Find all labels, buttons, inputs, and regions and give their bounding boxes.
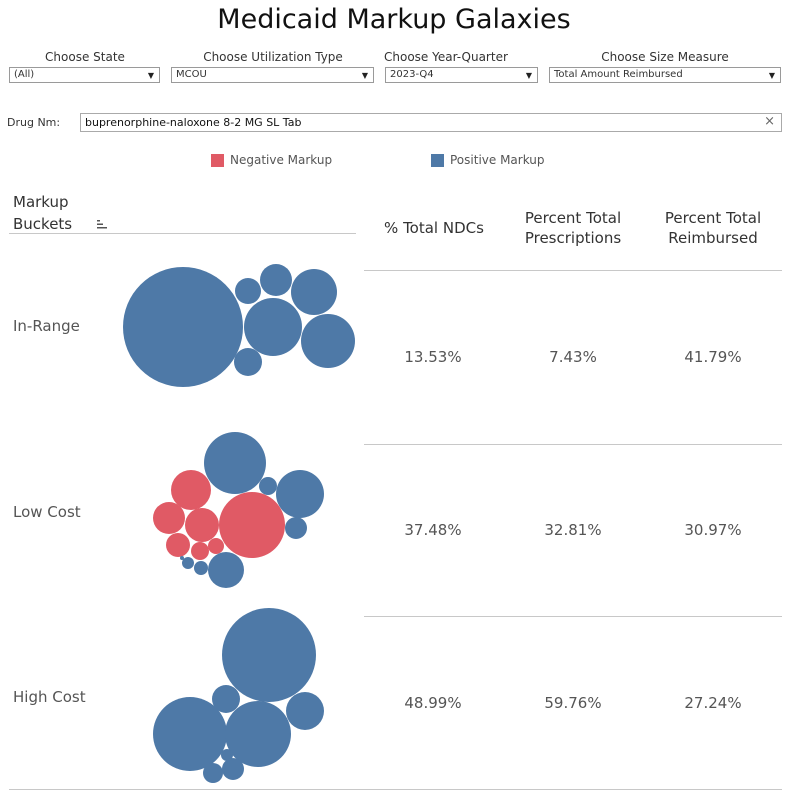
col-header-pct-ndcs: % Total NDCs: [384, 219, 484, 237]
col-header-pct-prescriptions: Percent Total Prescriptions: [503, 208, 643, 248]
bubble[interactable]: [212, 685, 240, 713]
bubble[interactable]: [204, 432, 266, 494]
bubble[interactable]: [276, 470, 324, 518]
drug-name-label: Drug Nm:: [7, 116, 61, 129]
clear-icon[interactable]: ×: [764, 114, 775, 129]
state-dropdown[interactable]: (All) ▼: [9, 67, 160, 83]
bubble[interactable]: [260, 264, 292, 296]
filter-label-state: Choose State: [45, 50, 125, 64]
chevron-down-icon: ▼: [768, 71, 775, 80]
bubble[interactable]: [222, 608, 316, 702]
bucket-header-line1: Markup: [13, 193, 69, 211]
bubble[interactable]: [166, 533, 190, 557]
bubble[interactable]: [225, 701, 291, 767]
row-label-low-cost: Low Cost: [13, 503, 81, 521]
col-header-pct-reimbursed: Percent Total Reimbursed: [643, 208, 783, 248]
bubble[interactable]: [208, 552, 244, 588]
bubble[interactable]: [180, 556, 184, 560]
low-cost-pct-prescriptions: 32.81%: [544, 521, 602, 539]
bubble[interactable]: [301, 314, 355, 368]
utilization-dropdown-value: MCOU: [176, 69, 207, 80]
bubble[interactable]: [259, 477, 277, 495]
filter-label-utilization: Choose Utilization Type: [203, 50, 343, 64]
legend-label-negative: Negative Markup: [230, 153, 333, 167]
in-range-pct-ndcs: 13.53%: [404, 348, 462, 366]
bubble[interactable]: [285, 517, 307, 539]
bubble[interactable]: [222, 758, 244, 780]
bubble[interactable]: [291, 269, 337, 315]
col3-line2: Reimbursed: [668, 229, 758, 247]
row-divider: [364, 616, 782, 617]
bubble[interactable]: [171, 470, 211, 510]
low-cost-pct-reimbursed: 30.97%: [684, 521, 742, 539]
bubble[interactable]: [208, 538, 224, 554]
row-divider: [9, 789, 782, 790]
filter-label-year-quarter: Choose Year-Quarter: [384, 50, 508, 64]
size-measure-dropdown[interactable]: Total Amount Reimbursed ▼: [549, 67, 781, 83]
legend-label-positive: Positive Markup: [450, 153, 545, 167]
col2-line1: Percent Total: [524, 209, 622, 227]
row-label-high-cost: High Cost: [13, 688, 86, 706]
low-cost-pct-ndcs: 37.48%: [404, 521, 462, 539]
bubble[interactable]: [153, 502, 185, 534]
year-quarter-dropdown-value: 2023-Q4: [390, 69, 434, 80]
in-range-pct-prescriptions: 7.43%: [549, 348, 597, 366]
legend-swatch-negative: [211, 153, 224, 167]
row-divider: [364, 444, 782, 445]
bubble[interactable]: [153, 697, 227, 771]
bucket-header-divider: [9, 233, 356, 234]
bubble[interactable]: [191, 542, 209, 560]
chevron-down-icon: ▼: [361, 71, 368, 80]
dashboard-title: Medicaid Markup Galaxies: [217, 4, 571, 35]
col3-line1: Percent Total: [664, 209, 762, 227]
bubble[interactable]: [203, 763, 223, 783]
filter-label-size-measure: Choose Size Measure: [601, 50, 729, 64]
galaxy-high-cost: [153, 608, 324, 783]
row-label-in-range: In-Range: [13, 317, 80, 335]
in-range-pct-reimbursed: 41.79%: [684, 348, 742, 366]
drug-name-value: buprenorphine-naloxone 8-2 MG SL Tab: [85, 116, 302, 129]
legend-swatch-positive: [431, 153, 444, 167]
bubble[interactable]: [221, 749, 233, 761]
bucket-header-line2: Buckets: [13, 215, 73, 233]
high-cost-pct-ndcs: 48.99%: [404, 694, 462, 712]
galaxy-low-cost: [153, 432, 324, 588]
bubble[interactable]: [123, 267, 243, 387]
utilization-dropdown[interactable]: MCOU ▼: [171, 67, 374, 83]
row-divider: [364, 270, 782, 271]
high-cost-pct-reimbursed: 27.24%: [684, 694, 742, 712]
sort-icon[interactable]: [97, 219, 107, 229]
legend-positive-markup[interactable]: Positive Markup: [431, 153, 545, 167]
bubble[interactable]: [185, 508, 219, 542]
bubble[interactable]: [235, 278, 261, 304]
bubble[interactable]: [194, 561, 208, 575]
chevron-down-icon: ▼: [147, 71, 154, 80]
col2-line2: Prescriptions: [524, 229, 622, 247]
galaxy-in-range: [123, 264, 355, 387]
bubble[interactable]: [182, 557, 194, 569]
bubble[interactable]: [234, 348, 262, 376]
year-quarter-dropdown[interactable]: 2023-Q4 ▼: [385, 67, 538, 83]
chevron-down-icon: ▼: [525, 71, 532, 80]
bubble[interactable]: [219, 492, 285, 558]
drug-name-input[interactable]: buprenorphine-naloxone 8-2 MG SL Tab ×: [80, 113, 782, 132]
size-measure-dropdown-value: Total Amount Reimbursed: [554, 69, 683, 80]
legend-negative-markup[interactable]: Negative Markup: [211, 153, 332, 167]
markup-buckets-header: Markup Buckets: [13, 191, 72, 235]
bubble[interactable]: [286, 692, 324, 730]
bubble[interactable]: [244, 298, 302, 356]
state-dropdown-value: (All): [14, 69, 35, 80]
high-cost-pct-prescriptions: 59.76%: [544, 694, 602, 712]
